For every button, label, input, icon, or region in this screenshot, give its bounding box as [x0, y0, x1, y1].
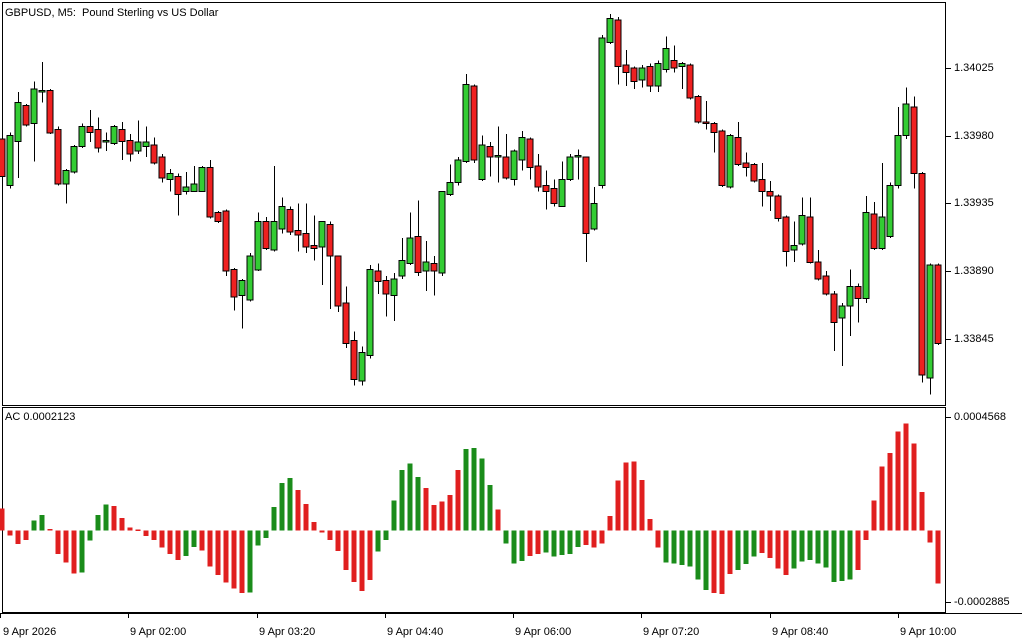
time-tick-label: 9 Apr 04:40 — [387, 626, 444, 638]
ac-tick-label: 0.0004568 — [954, 411, 1006, 423]
price-tick-label: 1.33890 — [954, 265, 994, 277]
time-tick-label: 9 Apr 10:00 — [900, 626, 957, 638]
time-tick-label: 9 Apr 07:20 — [643, 626, 700, 638]
time-tick-label: 9 Apr 08:40 — [772, 626, 829, 638]
axis-tick-marks — [0, 68, 951, 618]
chart-title: GBPUSD, M5: Pound Sterling vs US Dollar — [5, 7, 219, 19]
price-tick-label: 1.33845 — [954, 333, 994, 345]
price-tick-label: 1.34025 — [954, 62, 994, 74]
price-tick-label: 1.33980 — [954, 130, 994, 142]
price-tick-label: 1.33935 — [954, 197, 994, 209]
time-tick-label: 9 Apr 06:00 — [515, 626, 572, 638]
time-tick-label: 9 Apr 03:20 — [259, 626, 316, 638]
pane-borders — [0, 2, 1022, 614]
ac-tick-label: -0.0002885 — [954, 596, 1010, 608]
ac-histogram-series[interactable] — [0, 423, 941, 594]
time-tick-label: 9 Apr 02:00 — [130, 626, 187, 638]
time-tick-label: 9 Apr 2026 — [3, 626, 57, 638]
ac-indicator-label: AC 0.0002123 — [5, 411, 76, 423]
candlestick-series[interactable] — [0, 13, 942, 395]
